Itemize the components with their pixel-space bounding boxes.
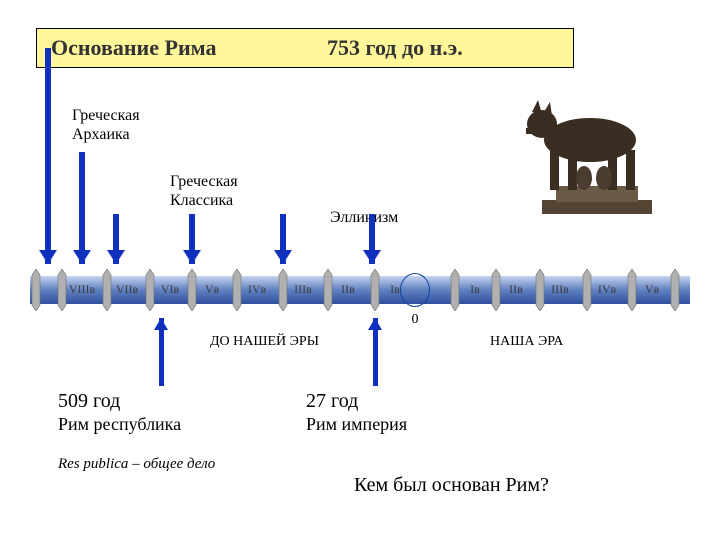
century-label: IIв xyxy=(341,282,355,297)
event-empire-name: Рим империя xyxy=(306,414,407,435)
century-label: VIIIв xyxy=(69,282,95,297)
century-label: Iв xyxy=(470,282,480,297)
arrow-down-icon xyxy=(280,214,286,264)
respublica-note: Res publica – общее дело xyxy=(58,456,215,473)
timeline-tick xyxy=(582,269,592,311)
header-title: Основание Рима xyxy=(37,35,216,61)
century-label: IIв xyxy=(509,282,523,297)
period-archaic: Греческая Архаика xyxy=(72,106,140,144)
header-box: Основание Рима 753 год до н.э. xyxy=(36,28,574,68)
question-text: Кем был основан Рим? xyxy=(354,474,549,497)
era-bc-label: ДО НАШЕЙ ЭРЫ xyxy=(210,334,319,350)
event-republic-year: 509 год xyxy=(58,390,120,413)
period-classic: Греческая Классика xyxy=(170,172,238,210)
timeline-tick xyxy=(102,269,112,311)
timeline-tick xyxy=(187,269,197,311)
timeline-tick xyxy=(323,269,333,311)
timeline-tick xyxy=(535,269,545,311)
arrow-down-icon xyxy=(113,214,119,264)
century-label: Vв xyxy=(205,282,219,297)
capitoline-wolf-image xyxy=(512,80,672,220)
century-label: VIIв xyxy=(116,282,138,297)
timeline-tick xyxy=(145,269,155,311)
century-label: IVв xyxy=(248,282,266,297)
period-hellenism: Эллинизм xyxy=(330,208,398,227)
timeline-tick xyxy=(450,269,460,311)
arrow-down-icon xyxy=(45,48,51,264)
century-label: Iв xyxy=(390,282,400,297)
timeline-tick xyxy=(370,269,380,311)
century-label: VIв xyxy=(161,282,179,297)
century-label: IVв xyxy=(598,282,616,297)
header-date: 753 год до н.э. xyxy=(327,35,463,61)
century-label: Vв xyxy=(645,282,659,297)
zero-label: 0 xyxy=(412,312,419,328)
century-label: IIIв xyxy=(551,282,569,297)
timeline-tick xyxy=(627,269,637,311)
timeline-tick xyxy=(31,269,41,311)
timeline-tick xyxy=(491,269,501,311)
arrow-up-icon xyxy=(159,318,164,386)
event-empire-year: 27 год xyxy=(306,390,358,413)
timeline-tick xyxy=(57,269,67,311)
arrow-down-icon xyxy=(79,152,85,264)
timeline-tick xyxy=(278,269,288,311)
timeline-tick xyxy=(232,269,242,311)
era-ad-label: НАША ЭРА xyxy=(490,334,563,350)
timeline-tick xyxy=(670,269,680,311)
century-label: IIIв xyxy=(294,282,312,297)
arrow-down-icon xyxy=(369,214,375,264)
event-republic-name: Рим республика xyxy=(58,414,181,435)
zero-marker xyxy=(400,273,430,307)
arrow-down-icon xyxy=(189,214,195,264)
arrow-up-icon xyxy=(373,318,378,386)
